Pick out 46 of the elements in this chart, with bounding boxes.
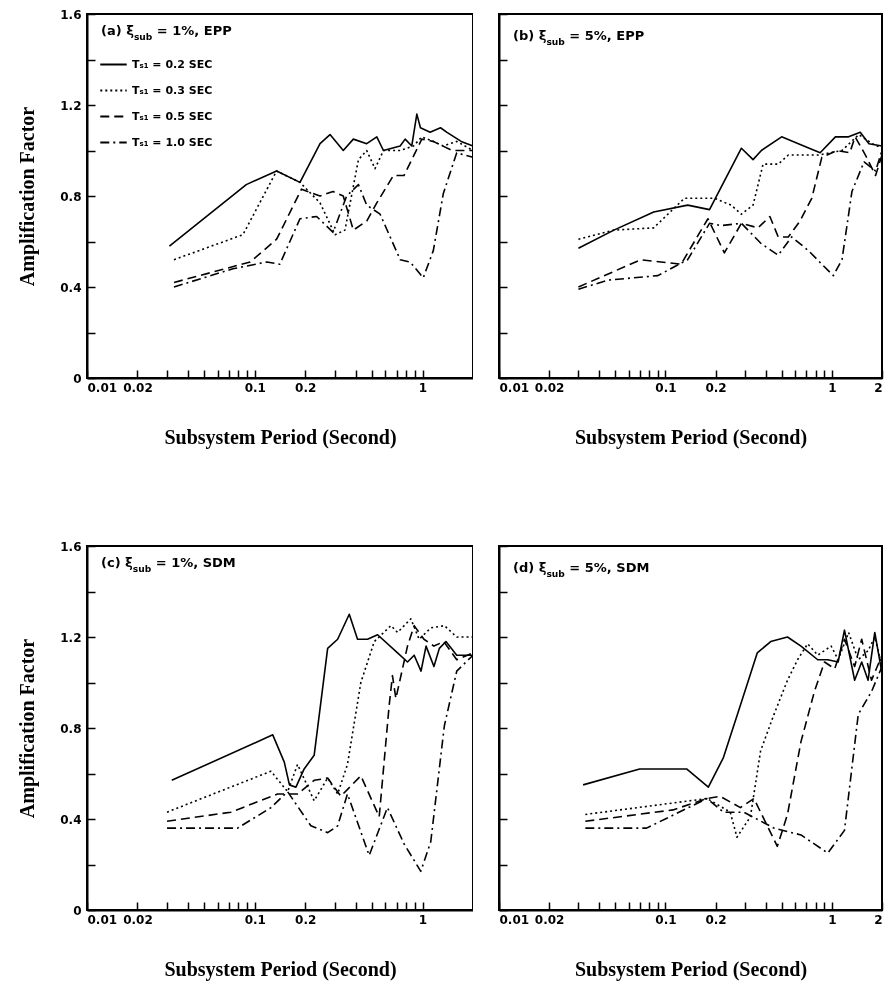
x-tick-label: 2 [874,912,883,927]
y-tick-label: 0.4 [60,812,82,827]
x-tick-label: 0.2 [295,912,317,927]
legend-label: Tₛ₁ = 0.2 SEC [132,57,213,71]
x-tick-label: 0.1 [244,912,266,927]
y-axis-title: Amplification Factor [16,638,40,819]
y-axis-title: Amplification Factor [16,106,40,287]
x-tick-label: 0.01 [499,912,530,927]
x-tick-label: 0.1 [655,380,677,395]
x-tick-label: 0.02 [123,380,153,395]
text: (a) ξ$_{sub}$ = 1%, EPP [101,23,232,42]
x-axis-title: Subsystem Period (Second) [164,425,397,449]
x-tick-label: 1 [828,380,837,395]
x-tick-label: 0.2 [295,380,317,395]
x-axis-title: Subsystem Period (Second) [574,425,808,449]
x-tick-label: 0.2 [705,380,727,395]
x-tick-label: 1 [418,380,428,395]
x-tick-label: 0.02 [534,380,565,395]
x-tick-label: 2 [874,380,883,395]
legend-label: Tₛ₁ = 0.5 SEC [132,109,213,123]
x-tick-label: 0.1 [244,380,266,395]
x-tick-label: 0.2 [705,912,727,927]
y-tick-label: 1.6 [60,539,82,554]
y-tick-label: 1.2 [60,630,82,645]
x-tick-label: 0.01 [87,380,118,395]
legend-label: Tₛ₁ = 1.0 SEC [132,135,213,149]
x-tick-label: 1 [828,912,837,927]
legend-label: Tₛ₁ = 0.3 SEC [132,83,213,97]
y-tick-label: 1.2 [60,98,82,113]
x-tick-label: 0.1 [655,912,677,927]
x-tick-label: 1 [418,912,428,927]
y-tick-label: 0.8 [60,721,82,736]
text: (b) ξ$_{sub}$ = 5%, EPP [513,28,645,48]
text: (c) ξ$_{sub}$ = 1%, SDM [101,555,236,574]
x-axis-title: Subsystem Period (Second) [164,957,397,981]
y-tick-label: 1.6 [60,7,82,22]
x-tick-label: 0.01 [499,380,530,395]
text: (d) ξ$_{sub}$ = 5%, SDM [513,560,650,580]
x-axis-title: Subsystem Period (Second) [574,957,808,981]
x-tick-label: 0.02 [534,912,565,927]
y-tick-label: 0 [73,371,82,386]
x-tick-label: 0.02 [123,912,153,927]
x-tick-label: 0.01 [87,912,118,927]
y-tick-label: 0 [73,903,82,918]
y-tick-label: 0.4 [60,280,82,295]
y-tick-label: 0.8 [60,189,82,204]
